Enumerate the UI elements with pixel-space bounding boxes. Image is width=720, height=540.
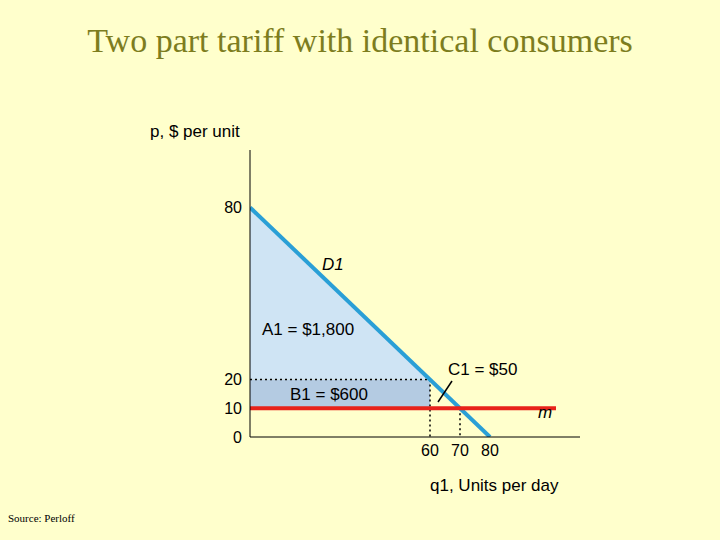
svg-text:70: 70 xyxy=(451,442,469,459)
html-text:Source: Perloff: Source: Perloff xyxy=(8,512,75,524)
html-text:D1: D1 xyxy=(322,255,344,274)
html-text:A1 = $1,800: A1 = $1,800 xyxy=(262,320,355,339)
svg-text:60: 60 xyxy=(421,442,439,459)
svg-text:20: 20 xyxy=(224,371,242,388)
html-text:p, $ per unit: p, $ per unit xyxy=(150,122,240,141)
svg-text:0: 0 xyxy=(233,429,242,446)
html-text:B1 = $600: B1 = $600 xyxy=(290,385,368,404)
html-text:q1, Units per day: q1, Units per day xyxy=(430,476,559,495)
html-text:C1 = $50: C1 = $50 xyxy=(448,360,518,379)
html-text:m: m xyxy=(538,403,553,422)
html-text:Two part tariff with identical: Two part tariff with identical consumers xyxy=(87,22,633,59)
svg-text:10: 10 xyxy=(224,400,242,417)
svg-text:80: 80 xyxy=(481,442,499,459)
svg-text:80: 80 xyxy=(224,199,242,216)
